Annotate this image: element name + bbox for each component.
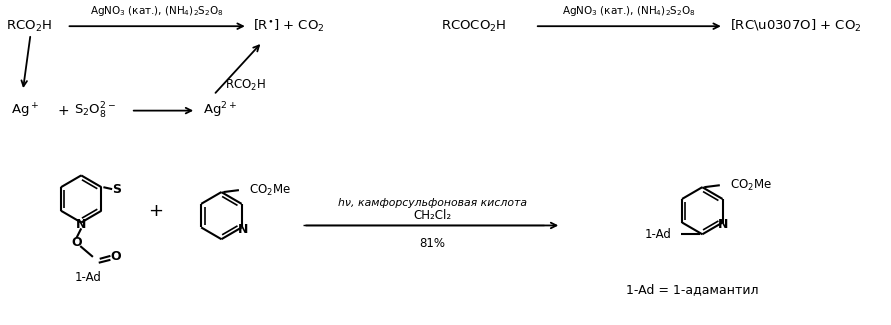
Text: AgNO$_3$ (кат.), (NH$_4$)$_2$S$_2$O$_8$: AgNO$_3$ (кат.), (NH$_4$)$_2$S$_2$O$_8$ xyxy=(90,4,225,18)
Text: AgNO$_3$ (кат.), (NH$_4$)$_2$S$_2$O$_8$: AgNO$_3$ (кат.), (NH$_4$)$_2$S$_2$O$_8$ xyxy=(562,4,696,18)
Text: N: N xyxy=(237,223,248,236)
Text: 1-Ad: 1-Ad xyxy=(75,271,102,284)
Text: N: N xyxy=(76,218,86,231)
Text: Ag$^+$: Ag$^+$ xyxy=(11,101,39,120)
Text: 1-Ad: 1-Ad xyxy=(644,228,671,241)
Text: RCO$_2$H: RCO$_2$H xyxy=(225,78,266,93)
Text: [RC\u0307O] + CO$_2$: [RC\u0307O] + CO$_2$ xyxy=(730,18,862,34)
Text: N: N xyxy=(718,218,729,231)
Text: Ag$^{2+}$: Ag$^{2+}$ xyxy=(203,101,237,121)
Text: +: + xyxy=(148,202,163,220)
Text: CO$_2$Me: CO$_2$Me xyxy=(249,183,290,198)
Text: S$_2$O$_8^{2-}$: S$_2$O$_8^{2-}$ xyxy=(75,100,116,121)
Text: S: S xyxy=(112,183,121,196)
Text: 81%: 81% xyxy=(419,237,446,250)
Text: [R$^{\bullet}$] + CO$_2$: [R$^{\bullet}$] + CO$_2$ xyxy=(252,18,324,34)
Text: +: + xyxy=(58,104,69,118)
Text: O: O xyxy=(110,250,120,263)
Text: CH₂Cl₂: CH₂Cl₂ xyxy=(413,209,451,222)
Text: RCOCO$_2$H: RCOCO$_2$H xyxy=(441,19,507,34)
Text: CO$_2$Me: CO$_2$Me xyxy=(730,178,772,193)
Text: O: O xyxy=(71,236,82,249)
Text: hν, камфорсульфоновая кислота: hν, камфорсульфоновая кислота xyxy=(338,198,527,208)
Text: 1-Ad = 1-адамантил: 1-Ad = 1-адамантил xyxy=(626,283,759,296)
Text: RCO$_2$H: RCO$_2$H xyxy=(6,19,53,34)
